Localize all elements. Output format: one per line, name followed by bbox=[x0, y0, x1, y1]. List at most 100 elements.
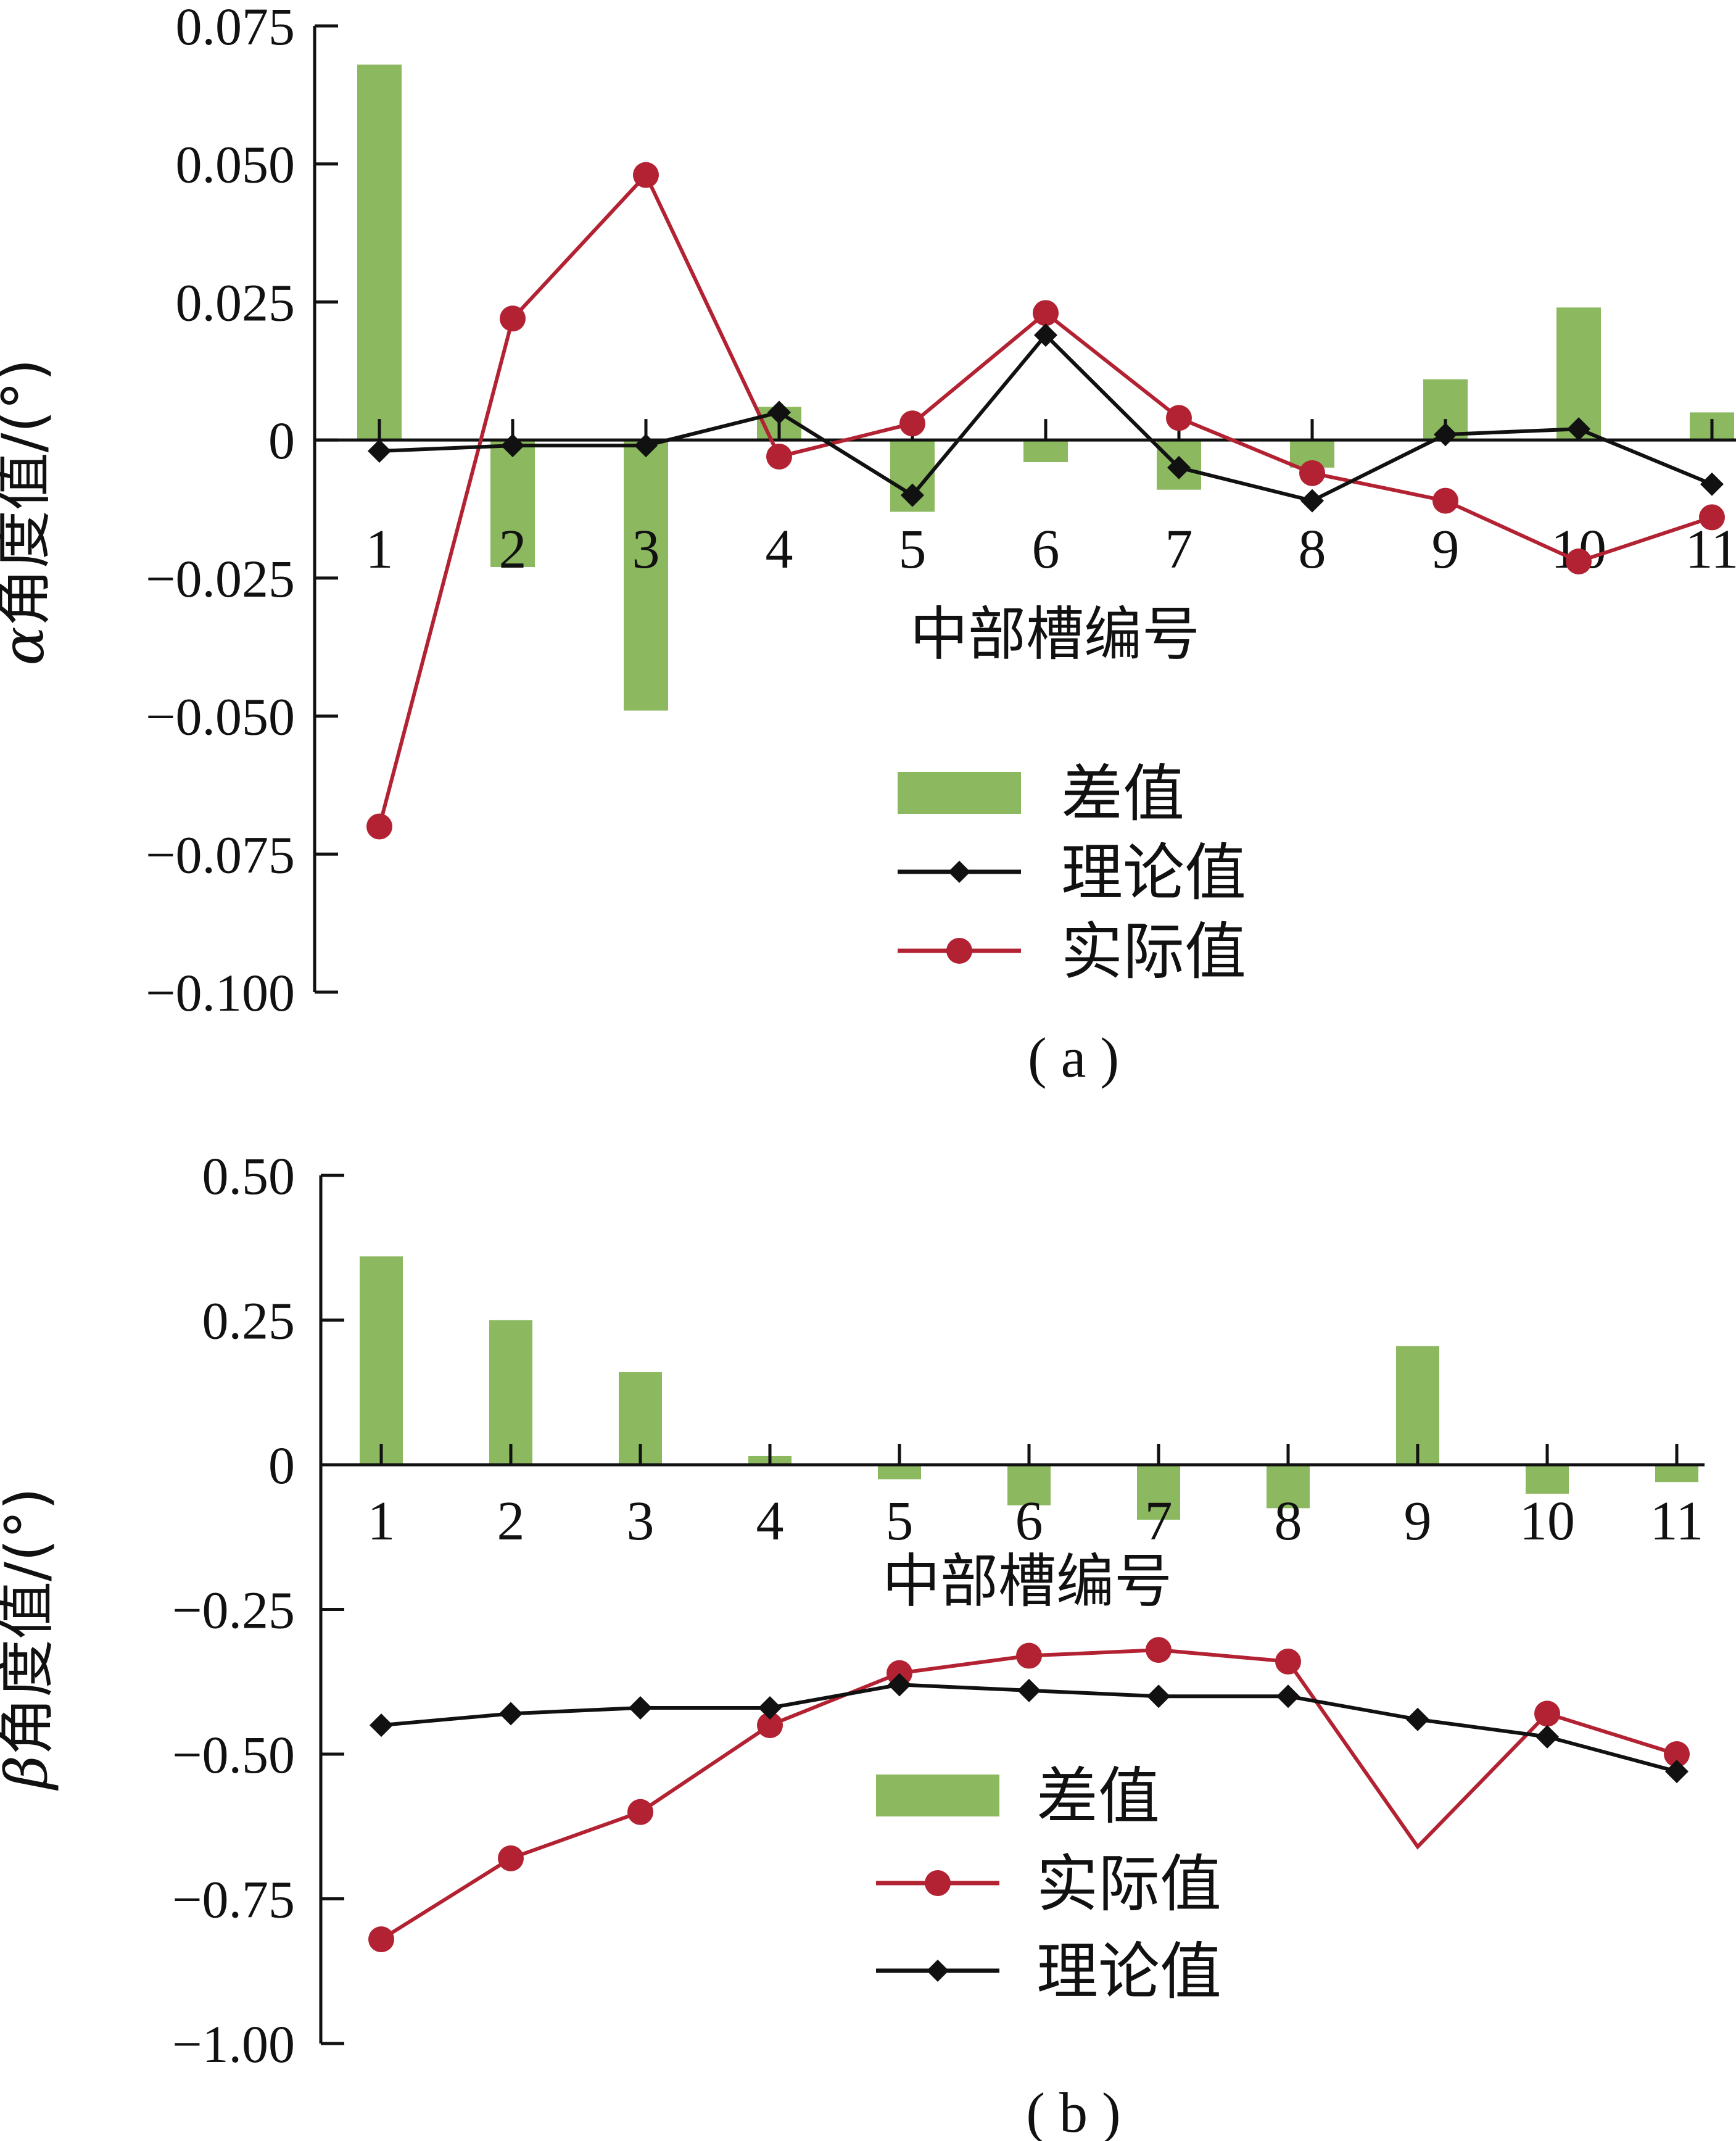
y-tick-label: −0.075 bbox=[146, 825, 295, 884]
bar-6 bbox=[1023, 440, 1068, 462]
legend-label-差值: 差值 bbox=[1061, 758, 1184, 830]
point-理论值-10 bbox=[1536, 1725, 1559, 1749]
point-理论值-10 bbox=[1567, 417, 1590, 441]
point-实际值-3 bbox=[633, 162, 659, 188]
bar-6 bbox=[1007, 1465, 1051, 1505]
y-axis-unit: 角度值/(°) bbox=[0, 1488, 60, 1755]
point-实际值-8 bbox=[1275, 1648, 1301, 1675]
point-理论值-9 bbox=[1406, 1707, 1429, 1731]
legend-label-理论值: 理论值 bbox=[1061, 837, 1246, 909]
y-axis-label: β角度值/(°) bbox=[0, 1488, 60, 1791]
point-理论值-2 bbox=[501, 434, 524, 458]
x-axis-label: 中部槽编号 bbox=[910, 601, 1200, 668]
point-理论值-5 bbox=[888, 1673, 911, 1697]
y-tick-label: −0.25 bbox=[172, 1581, 295, 1640]
point-实际值-2 bbox=[498, 1845, 524, 1871]
bar-2 bbox=[489, 1320, 532, 1465]
panel-label-a: ( a ) bbox=[1028, 1026, 1119, 1089]
x-tick-label: 9 bbox=[1404, 1491, 1432, 1552]
chart-panel-b: 0.50 0.25 0 −0.25 −0.50 −0.75 −1.00 β角度值/(°) 1 2 3… bbox=[0, 1146, 1705, 2141]
point-实际值-10 bbox=[1566, 549, 1592, 575]
point-理论值-3 bbox=[629, 1696, 652, 1720]
bar-10 bbox=[1526, 1465, 1569, 1494]
legend-label-理论值: 理论值 bbox=[1036, 1936, 1221, 2008]
point-实际值-11 bbox=[1699, 504, 1725, 531]
y-tick-label: 0.075 bbox=[176, 0, 296, 56]
point-实际值-5 bbox=[899, 410, 925, 437]
point-理论值-4 bbox=[767, 400, 791, 424]
x-tick-label: 10 bbox=[1519, 1491, 1575, 1552]
y-tick-label: −0.025 bbox=[146, 549, 295, 608]
legend-marker-实际值 bbox=[946, 938, 972, 964]
x-tick-label: 5 bbox=[899, 519, 927, 580]
y-tick-label: −0.050 bbox=[146, 687, 295, 747]
legend-swatch-差值 bbox=[898, 772, 1021, 814]
x-tick-label: 11 bbox=[1650, 1491, 1704, 1552]
point-实际值-11 bbox=[1664, 1741, 1690, 1767]
point-实际值-1 bbox=[366, 813, 392, 840]
point-实际值-3 bbox=[627, 1799, 653, 1825]
y-axis-symbol: β bbox=[0, 1755, 60, 1791]
x-tick-label: 6 bbox=[1032, 519, 1060, 580]
x-tick-label: 3 bbox=[627, 1491, 655, 1552]
x-tick-label: 4 bbox=[766, 519, 793, 580]
y-tick-label: 0.025 bbox=[176, 273, 296, 332]
legend-marker-理论值 bbox=[927, 1960, 949, 1982]
y-tick-label: 0.50 bbox=[202, 1146, 296, 1206]
x-tick-label: 5 bbox=[886, 1491, 914, 1552]
point-理论值-8 bbox=[1276, 1684, 1300, 1708]
y-tick-label: 0 bbox=[268, 411, 295, 470]
point-理论值-11 bbox=[1700, 472, 1724, 496]
x-tick-label: 3 bbox=[632, 519, 660, 580]
point-理论值-3 bbox=[634, 434, 658, 458]
bar-8 bbox=[1267, 1465, 1310, 1509]
x-tick-label: 2 bbox=[499, 519, 527, 580]
bar-2 bbox=[490, 440, 535, 567]
x-tick-label: 1 bbox=[368, 1491, 395, 1552]
y-tick-label: −0.75 bbox=[172, 1870, 295, 1929]
x-tick-label: 4 bbox=[756, 1491, 784, 1552]
y-tick-label: −0.100 bbox=[146, 963, 295, 1022]
point-理论值-9 bbox=[1434, 423, 1457, 447]
point-实际值-6 bbox=[1016, 1642, 1042, 1669]
x-tick-label: 9 bbox=[1432, 519, 1460, 580]
chart-panel-a: 0.075 0.050 0.025 0 −0.025 −0.050 −0.075 −0.100… bbox=[0, 0, 1736, 1089]
bar-7 bbox=[1137, 1465, 1180, 1520]
point-实际值-4 bbox=[757, 1712, 783, 1739]
point-实际值-7 bbox=[1166, 405, 1192, 431]
x-tick-label: 8 bbox=[1299, 519, 1326, 580]
y-axis-label: α角度值/(°) bbox=[0, 358, 57, 666]
bar-5 bbox=[878, 1465, 921, 1480]
y-tick-label: 0.25 bbox=[202, 1291, 296, 1351]
bar-3 bbox=[624, 440, 668, 711]
y-tick-label: −1.00 bbox=[172, 2015, 295, 2074]
x-tick-label: 6 bbox=[1015, 1491, 1043, 1552]
point-实际值-9 bbox=[1432, 487, 1458, 514]
legend-label-实际值: 实际值 bbox=[1061, 916, 1246, 988]
point-理论值-7 bbox=[1167, 455, 1191, 479]
point-理论值-6 bbox=[1034, 323, 1057, 347]
series-line-理论值 bbox=[379, 332, 1713, 503]
point-理论值-1 bbox=[370, 1713, 393, 1737]
series-line-实际值 bbox=[378, 172, 1713, 827]
legend-label-实际值: 实际值 bbox=[1036, 1848, 1221, 1920]
x-axis-label: 中部槽编号 bbox=[882, 1548, 1172, 1615]
point-理论值-4 bbox=[758, 1696, 782, 1720]
legend-marker-实际值 bbox=[925, 1870, 951, 1896]
y-axis-symbol: α bbox=[0, 626, 57, 665]
point-理论值-5 bbox=[901, 483, 924, 507]
point-实际值-2 bbox=[500, 305, 526, 332]
point-实际值-6 bbox=[1033, 300, 1059, 326]
point-理论值-8 bbox=[1300, 489, 1324, 513]
x-tick-label: 2 bbox=[497, 1491, 525, 1552]
x-tick-label: 7 bbox=[1165, 519, 1193, 580]
point-理论值-11 bbox=[1665, 1760, 1688, 1784]
x-tick-label: 8 bbox=[1275, 1491, 1302, 1552]
y-axis-unit: 角度值/(°) bbox=[0, 358, 57, 626]
point-实际值-8 bbox=[1299, 460, 1325, 486]
legend-swatch-差值 bbox=[876, 1775, 999, 1816]
x-tick-label: 1 bbox=[366, 519, 394, 580]
point-理论值-1 bbox=[368, 439, 391, 463]
y-tick-label: −0.50 bbox=[172, 1725, 295, 1784]
point-理论值-7 bbox=[1147, 1684, 1170, 1708]
